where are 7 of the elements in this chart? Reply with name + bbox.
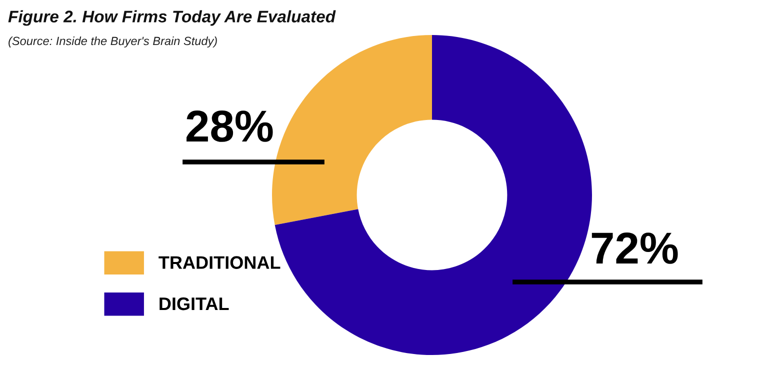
chart-title: Figure 2. How Firms Today Are Evaluated: [8, 10, 336, 26]
chart-subtitle: (Source: Inside the Buyer's Brain Study): [8, 36, 217, 48]
legend-label: TRADITIONAL: [158, 256, 280, 269]
legend-label: DIGITAL: [160, 297, 229, 310]
data-label: 72%: [592, 232, 678, 264]
donut-slice: [272, 35, 432, 225]
data-label: 28%: [186, 110, 273, 142]
